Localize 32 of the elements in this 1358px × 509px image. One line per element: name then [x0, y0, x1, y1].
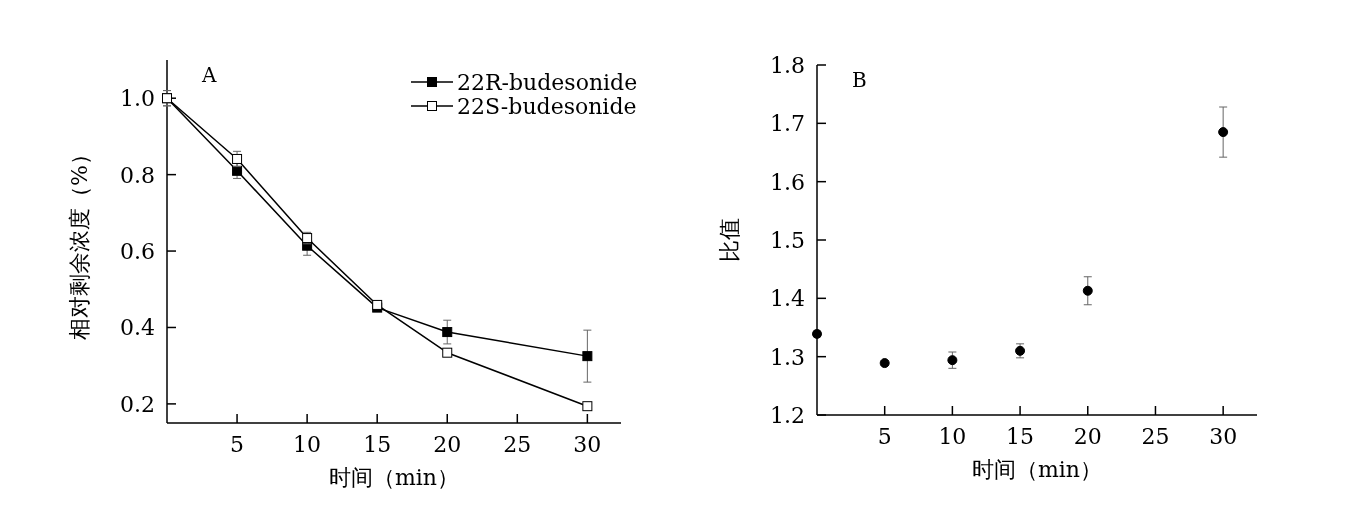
- x-tick-label: 25: [503, 432, 532, 457]
- legend-label: 22R-budesonide: [457, 70, 638, 95]
- x-tick-label: 30: [573, 432, 602, 457]
- x-tick-label: 15: [1006, 424, 1035, 449]
- x-axis-title: 时间（min）: [971, 457, 1103, 482]
- x-tick-label: 25: [1141, 424, 1170, 449]
- x-tick-label: 5: [877, 424, 892, 449]
- y-axis-title: 比值: [717, 218, 742, 262]
- y-tick-label: 0.2: [120, 391, 155, 417]
- y-tick-label: 1.2: [770, 403, 805, 428]
- y-tick-label: 0.6: [120, 239, 155, 265]
- x-tick-label: 20: [1073, 424, 1102, 449]
- y-tick-label: 1.8: [770, 53, 805, 78]
- x-tick-label: 5: [230, 432, 245, 457]
- y-tick-label: 1.6: [770, 169, 805, 195]
- x-tick-label: 30: [1209, 424, 1238, 449]
- legend-label: 22S-budesonide: [457, 94, 637, 119]
- annotation: A: [201, 63, 217, 87]
- x-tick-label: 20: [433, 432, 462, 457]
- x-tick-label: 10: [293, 432, 322, 457]
- x-tick-label: 10: [938, 424, 967, 449]
- y-tick-label: 1.0: [120, 86, 155, 112]
- x-tick-label: 15: [363, 432, 392, 457]
- annotation: B: [852, 68, 867, 92]
- y-tick-label: 1.4: [770, 286, 805, 312]
- y-tick-label: 0.4: [120, 315, 155, 341]
- y-tick-label: 1.7: [770, 111, 805, 137]
- y-tick-label: 0.8: [120, 162, 155, 188]
- y-tick-label: 1.3: [770, 344, 805, 370]
- y-axis-title: 相对剩余浓度（%）: [67, 143, 92, 340]
- y-tick-label: 1.5: [770, 228, 805, 253]
- x-axis-title: 时间（min）: [328, 465, 460, 490]
